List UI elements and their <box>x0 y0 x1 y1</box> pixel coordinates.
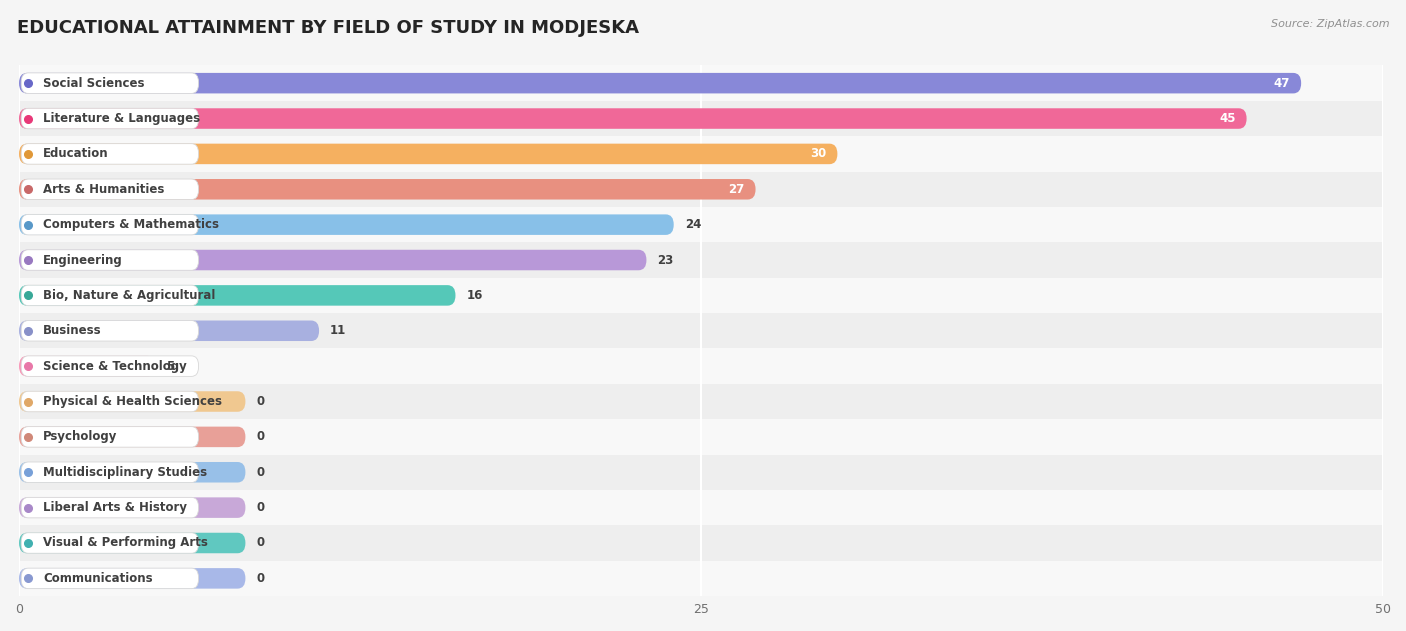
Bar <box>20 136 1384 172</box>
Text: 0: 0 <box>256 395 264 408</box>
FancyBboxPatch shape <box>20 462 246 483</box>
FancyBboxPatch shape <box>21 391 198 412</box>
Text: 27: 27 <box>728 183 745 196</box>
Text: 0: 0 <box>256 572 264 585</box>
FancyBboxPatch shape <box>20 250 647 270</box>
Text: 16: 16 <box>467 289 482 302</box>
Text: 45: 45 <box>1219 112 1236 125</box>
FancyBboxPatch shape <box>20 109 1247 129</box>
Bar <box>20 419 1384 454</box>
Text: Source: ZipAtlas.com: Source: ZipAtlas.com <box>1271 19 1389 29</box>
FancyBboxPatch shape <box>20 427 246 447</box>
Bar <box>20 526 1384 561</box>
Text: Computers & Mathematics: Computers & Mathematics <box>44 218 219 231</box>
Text: Social Sciences: Social Sciences <box>44 76 145 90</box>
Bar <box>20 242 1384 278</box>
Text: Bio, Nature & Agricultural: Bio, Nature & Agricultural <box>44 289 215 302</box>
FancyBboxPatch shape <box>20 144 838 164</box>
Text: 0: 0 <box>256 466 264 479</box>
Text: Literature & Languages: Literature & Languages <box>44 112 201 125</box>
FancyBboxPatch shape <box>20 73 1301 93</box>
Bar <box>20 490 1384 526</box>
FancyBboxPatch shape <box>20 215 673 235</box>
Bar <box>20 66 1384 101</box>
Text: 11: 11 <box>330 324 346 337</box>
FancyBboxPatch shape <box>20 497 246 518</box>
Text: Arts & Humanities: Arts & Humanities <box>44 183 165 196</box>
Text: 5: 5 <box>166 360 174 373</box>
FancyBboxPatch shape <box>21 250 198 270</box>
Bar <box>20 561 1384 596</box>
FancyBboxPatch shape <box>21 144 198 164</box>
FancyBboxPatch shape <box>20 321 319 341</box>
FancyBboxPatch shape <box>20 391 246 412</box>
FancyBboxPatch shape <box>21 568 198 589</box>
Text: 0: 0 <box>256 536 264 550</box>
FancyBboxPatch shape <box>20 533 246 553</box>
Text: EDUCATIONAL ATTAINMENT BY FIELD OF STUDY IN MODJESKA: EDUCATIONAL ATTAINMENT BY FIELD OF STUDY… <box>17 19 638 37</box>
FancyBboxPatch shape <box>21 462 198 483</box>
FancyBboxPatch shape <box>21 497 198 518</box>
Text: Physical & Health Sciences: Physical & Health Sciences <box>44 395 222 408</box>
FancyBboxPatch shape <box>20 179 755 199</box>
FancyBboxPatch shape <box>21 427 198 447</box>
Text: Psychology: Psychology <box>44 430 118 444</box>
FancyBboxPatch shape <box>20 568 246 589</box>
Text: Science & Technology: Science & Technology <box>44 360 187 373</box>
FancyBboxPatch shape <box>21 109 198 129</box>
FancyBboxPatch shape <box>21 73 198 93</box>
FancyBboxPatch shape <box>20 285 456 305</box>
Text: Engineering: Engineering <box>44 254 124 266</box>
Bar <box>20 101 1384 136</box>
Bar <box>20 454 1384 490</box>
Text: 0: 0 <box>256 430 264 444</box>
FancyBboxPatch shape <box>21 356 198 377</box>
Text: Liberal Arts & History: Liberal Arts & History <box>44 501 187 514</box>
FancyBboxPatch shape <box>21 321 198 341</box>
Text: 0: 0 <box>256 501 264 514</box>
Text: Multidisciplinary Studies: Multidisciplinary Studies <box>44 466 208 479</box>
Text: Communications: Communications <box>44 572 153 585</box>
Bar <box>20 278 1384 313</box>
Bar <box>20 348 1384 384</box>
Text: 30: 30 <box>810 148 827 160</box>
FancyBboxPatch shape <box>21 215 198 235</box>
FancyBboxPatch shape <box>21 179 198 199</box>
Bar <box>20 313 1384 348</box>
Text: 47: 47 <box>1274 76 1291 90</box>
Text: Business: Business <box>44 324 101 337</box>
Text: Visual & Performing Arts: Visual & Performing Arts <box>44 536 208 550</box>
Text: 23: 23 <box>658 254 673 266</box>
Bar <box>20 207 1384 242</box>
Bar <box>20 172 1384 207</box>
FancyBboxPatch shape <box>21 533 198 553</box>
Text: Education: Education <box>44 148 108 160</box>
FancyBboxPatch shape <box>21 285 198 305</box>
Bar <box>20 384 1384 419</box>
Text: 24: 24 <box>685 218 702 231</box>
FancyBboxPatch shape <box>20 356 156 377</box>
